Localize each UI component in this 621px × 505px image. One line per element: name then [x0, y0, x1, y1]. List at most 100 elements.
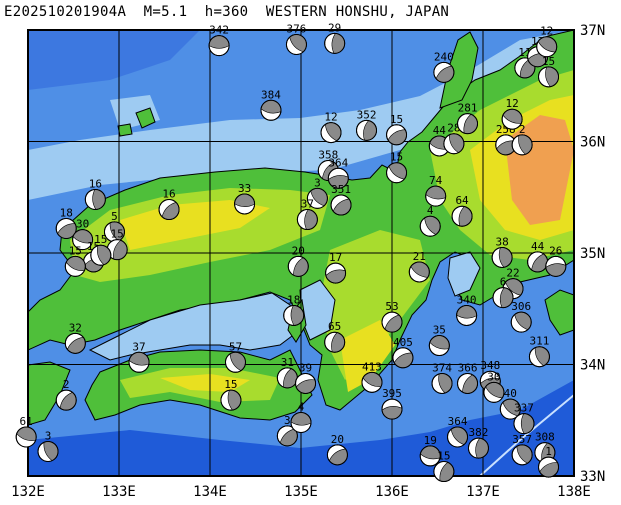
focal-mechanism: 240 [433, 50, 455, 83]
depth-label: 413 [362, 360, 382, 373]
depth-label: 44 [531, 240, 545, 253]
focal-mechanism: 395 [381, 387, 403, 420]
depth-label: 395 [382, 387, 402, 400]
focal-mechanism: 382 [467, 426, 489, 459]
trench-line [479, 394, 574, 476]
depth-label: 337 [514, 402, 534, 415]
depth-label: 15 [390, 151, 403, 164]
depth-label: 64 [455, 194, 469, 207]
depth-label: 366 [458, 361, 478, 374]
focal-mechanism: 1 [538, 445, 560, 478]
lat-tick-label: 35N [580, 246, 605, 262]
focal-mechanism: 306 [510, 300, 532, 333]
focal-mechanism: 364 [447, 415, 469, 448]
focal-mechanism: 37 [296, 198, 318, 231]
focal-mechanism: 15 [64, 244, 86, 277]
focal-mechanism: 340 [456, 293, 478, 326]
depth-label: 6 [500, 276, 507, 289]
depth-label: 18 [287, 293, 300, 306]
depth-label: 15 [542, 55, 555, 68]
focal-mechanism: 30 [72, 218, 94, 251]
focal-mechanism: 413 [361, 360, 383, 393]
focal-mechanism: 366 [457, 361, 479, 394]
focal-mechanism: 3 [37, 429, 59, 462]
focal-mechanism: 4 [419, 204, 441, 237]
focal-mechanism: 18 [283, 293, 305, 326]
depth-label: 29 [328, 21, 341, 34]
depth-label: 53 [385, 300, 398, 313]
depth-label: 308 [535, 431, 555, 444]
focal-mechanism: 39 [295, 361, 317, 394]
depth-label: 374 [432, 361, 452, 374]
depth-label: 4 [298, 400, 305, 413]
lat-tick-label: 37N [580, 23, 605, 39]
focal-mechanism: 15 [538, 55, 560, 88]
depth-label: 40 [504, 387, 517, 400]
depth-label: 12 [324, 111, 337, 124]
focal-mechanism: 337 [513, 402, 535, 435]
depth-label: 382 [469, 426, 489, 439]
focal-mechanism: 15 [106, 228, 128, 261]
focal-mechanism: 3 [276, 414, 298, 447]
focal-mechanism: 26 [545, 244, 567, 277]
depth-label: 12 [505, 97, 518, 110]
focal-mechanism: 352 [356, 108, 378, 141]
mountain-chugoku [120, 200, 270, 250]
depth-label: 16 [162, 188, 175, 201]
focal-mechanism: 3 [306, 176, 328, 209]
lat-tick-label: 33N [580, 469, 605, 485]
focal-mechanism: 21 [408, 250, 430, 283]
focal-mechanism: 364 [327, 156, 349, 189]
depth-label: 39 [299, 361, 312, 374]
shikoku-mountain [160, 374, 250, 392]
focal-mechanism: 53 [381, 300, 403, 333]
focal-mechanism: 15 [220, 378, 242, 411]
depth-label: 31 [281, 356, 294, 369]
depth-label: 2 [519, 123, 526, 136]
depth-label: 15 [69, 244, 82, 257]
deep-sea-north [28, 30, 200, 90]
depth-label: 348 [480, 359, 500, 372]
depth-label: 351 [331, 183, 351, 196]
focal-mechanism: 33 [234, 182, 256, 215]
map-frame [27, 29, 575, 477]
depth-label: 240 [434, 50, 454, 63]
depth-label: 3 [45, 429, 52, 442]
depth-label: 364 [448, 415, 468, 428]
focal-mechanism: 384 [260, 88, 282, 121]
focal-mechanism: 31 [276, 356, 298, 389]
focal-mechanism: 38 [491, 235, 513, 268]
depth-label: 306 [511, 300, 531, 313]
focal-mechanism: 15 [90, 233, 112, 266]
depth-label: 44 [433, 124, 447, 137]
oki-island-small [117, 123, 133, 137]
depth-label: 61 [20, 415, 33, 428]
focal-mechanism: 20 [287, 244, 309, 277]
focal-mechanism: 2 [511, 123, 533, 156]
focal-mechanism: 374 [431, 361, 453, 394]
focal-mechanism: 18 [55, 206, 77, 239]
lat-tick-label: 36N [580, 135, 605, 151]
focal-mechanism: 6 [492, 276, 514, 309]
focal-mechanism: 15 [386, 113, 408, 146]
izu-land [544, 289, 574, 336]
lon-tick-label: 135E [284, 484, 318, 500]
depth-label: 33 [238, 182, 251, 195]
lon-tick-label: 133E [102, 484, 136, 500]
depth-label: 20 [292, 244, 305, 257]
depth-label: 37 [301, 198, 314, 211]
depth-label: 74 [429, 174, 443, 187]
depth-label: 15 [224, 378, 237, 391]
depth-label: 16 [89, 177, 102, 190]
depth-label: 20 [331, 433, 344, 446]
focal-mechanism: 12 [501, 97, 523, 130]
lon-tick-label: 137E [466, 484, 500, 500]
focal-mechanism: 29 [324, 21, 346, 54]
focal-mechanism: 19 [419, 434, 441, 467]
focal-mechanism: 15 [433, 450, 455, 483]
focal-mechanism: 376 [285, 22, 307, 55]
depth-label: 405 [393, 336, 413, 349]
focal-mechanism: 281 [457, 102, 479, 135]
